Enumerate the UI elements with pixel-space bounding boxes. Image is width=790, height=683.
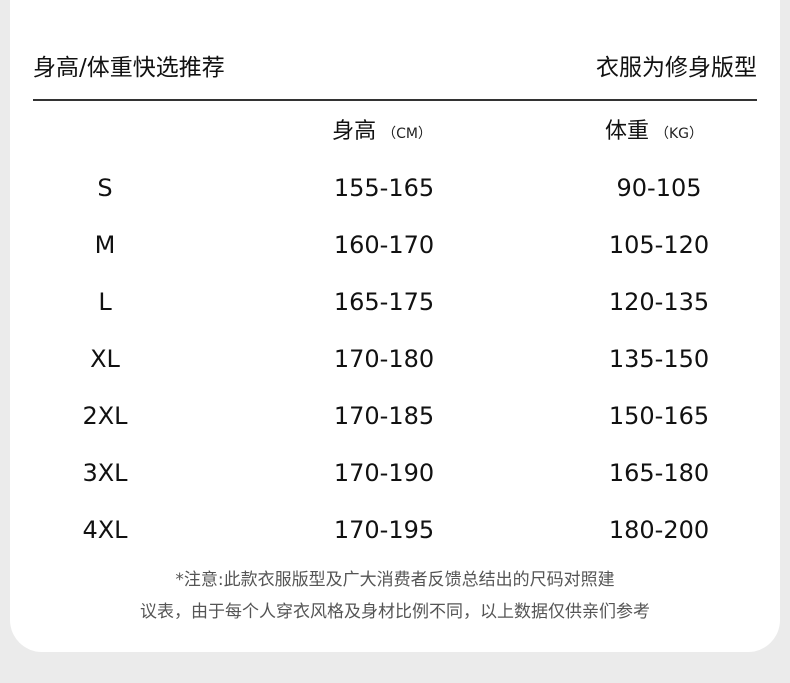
weight-cell: 150-165 [608, 402, 710, 430]
fit-note: 衣服为修身版型 [596, 55, 757, 81]
weight-cell: 120-135 [608, 288, 710, 316]
weight-cell: 180-200 [608, 516, 710, 544]
height-cell: 160-170 [333, 231, 435, 259]
weight-cell: 135-150 [608, 345, 710, 373]
height-cell: 170-195 [333, 516, 435, 544]
size-cell: S [97, 174, 113, 202]
height-cell: 170-190 [333, 459, 435, 487]
size-cell: 2XL [82, 402, 128, 430]
divider [33, 99, 757, 101]
note-line-1: *注意:此款衣服版型及广大消费者反馈总结出的尺码对照建 [175, 570, 615, 590]
note-line-2: 议表，由于每个人穿衣风格及身材比例不同，以上数据仅供亲们参考 [140, 602, 650, 622]
chart-title: 身高/体重快选推荐 [33, 55, 225, 81]
size-cell: XL [90, 345, 120, 373]
column-label: 身高 [332, 119, 377, 144]
height-cell: 170-180 [333, 345, 435, 373]
size-cell: M [94, 231, 116, 259]
weight-cell: 105-120 [608, 231, 710, 259]
column-header-weight: 体重 （KG） [605, 116, 703, 150]
column-label: 体重 [604, 119, 649, 144]
size-cell: 4XL [82, 516, 128, 544]
weight-cell: 90-105 [616, 174, 702, 202]
column-unit: （KG） [654, 126, 704, 142]
height-cell: 170-185 [333, 402, 435, 430]
column-unit: （CM） [382, 126, 432, 142]
size-chart-card [10, 0, 780, 652]
size-cell: L [98, 288, 112, 316]
column-header-height: 身高 （CM） [332, 116, 432, 150]
height-cell: 155-165 [333, 174, 435, 202]
height-cell: 165-175 [333, 288, 435, 316]
size-cell: 3XL [82, 459, 128, 487]
weight-cell: 165-180 [608, 459, 710, 487]
